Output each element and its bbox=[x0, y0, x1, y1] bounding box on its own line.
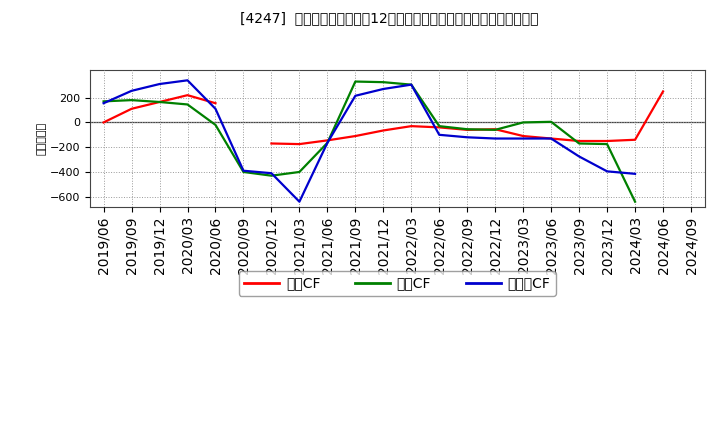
営業CF bbox=[127, 106, 136, 111]
投資CF bbox=[491, 127, 500, 132]
投資CF bbox=[546, 119, 555, 125]
投資CF bbox=[351, 79, 360, 84]
投資CF bbox=[435, 124, 444, 129]
投資CF bbox=[99, 99, 108, 104]
フリーCF bbox=[127, 88, 136, 93]
Y-axis label: （百万円）: （百万円） bbox=[37, 122, 47, 155]
投資CF bbox=[519, 120, 528, 125]
フリーCF bbox=[211, 106, 220, 111]
フリーCF bbox=[491, 136, 500, 141]
営業CF bbox=[211, 101, 220, 106]
営業CF bbox=[99, 120, 108, 125]
Text: [4247]  キャッシュフローの12か月移動合計の対前年同期増減額の推移: [4247] キャッシュフローの12か月移動合計の対前年同期増減額の推移 bbox=[240, 11, 538, 25]
営業CF bbox=[183, 92, 192, 98]
フリーCF bbox=[267, 171, 276, 176]
フリーCF bbox=[99, 101, 108, 106]
フリーCF bbox=[546, 136, 555, 141]
投資CF bbox=[463, 127, 472, 132]
フリーCF bbox=[603, 169, 611, 174]
投資CF bbox=[295, 169, 304, 175]
フリーCF bbox=[239, 168, 248, 173]
営業CF bbox=[156, 99, 164, 105]
フリーCF bbox=[323, 140, 332, 146]
フリーCF bbox=[295, 199, 304, 204]
投資CF bbox=[407, 82, 415, 87]
投資CF bbox=[631, 199, 639, 204]
フリーCF bbox=[183, 78, 192, 83]
フリーCF bbox=[351, 93, 360, 99]
フリーCF bbox=[407, 82, 415, 87]
フリーCF bbox=[156, 81, 164, 87]
フリーCF bbox=[435, 132, 444, 137]
投資CF bbox=[239, 169, 248, 175]
投資CF bbox=[323, 140, 332, 146]
投資CF bbox=[183, 102, 192, 107]
フリーCF bbox=[463, 135, 472, 140]
投資CF bbox=[575, 141, 583, 146]
フリーCF bbox=[631, 171, 639, 176]
投資CF bbox=[379, 80, 387, 85]
Line: 営業CF: 営業CF bbox=[104, 95, 215, 122]
投資CF bbox=[267, 173, 276, 178]
フリーCF bbox=[519, 136, 528, 141]
投資CF bbox=[127, 98, 136, 103]
Line: フリーCF: フリーCF bbox=[104, 81, 635, 202]
フリーCF bbox=[379, 86, 387, 92]
フリーCF bbox=[575, 154, 583, 159]
投資CF bbox=[211, 122, 220, 128]
投資CF bbox=[156, 99, 164, 105]
Legend: 営業CF, 投資CF, フリーCF: 営業CF, 投資CF, フリーCF bbox=[238, 271, 556, 296]
Line: 投資CF: 投資CF bbox=[104, 81, 635, 202]
投資CF bbox=[603, 141, 611, 147]
